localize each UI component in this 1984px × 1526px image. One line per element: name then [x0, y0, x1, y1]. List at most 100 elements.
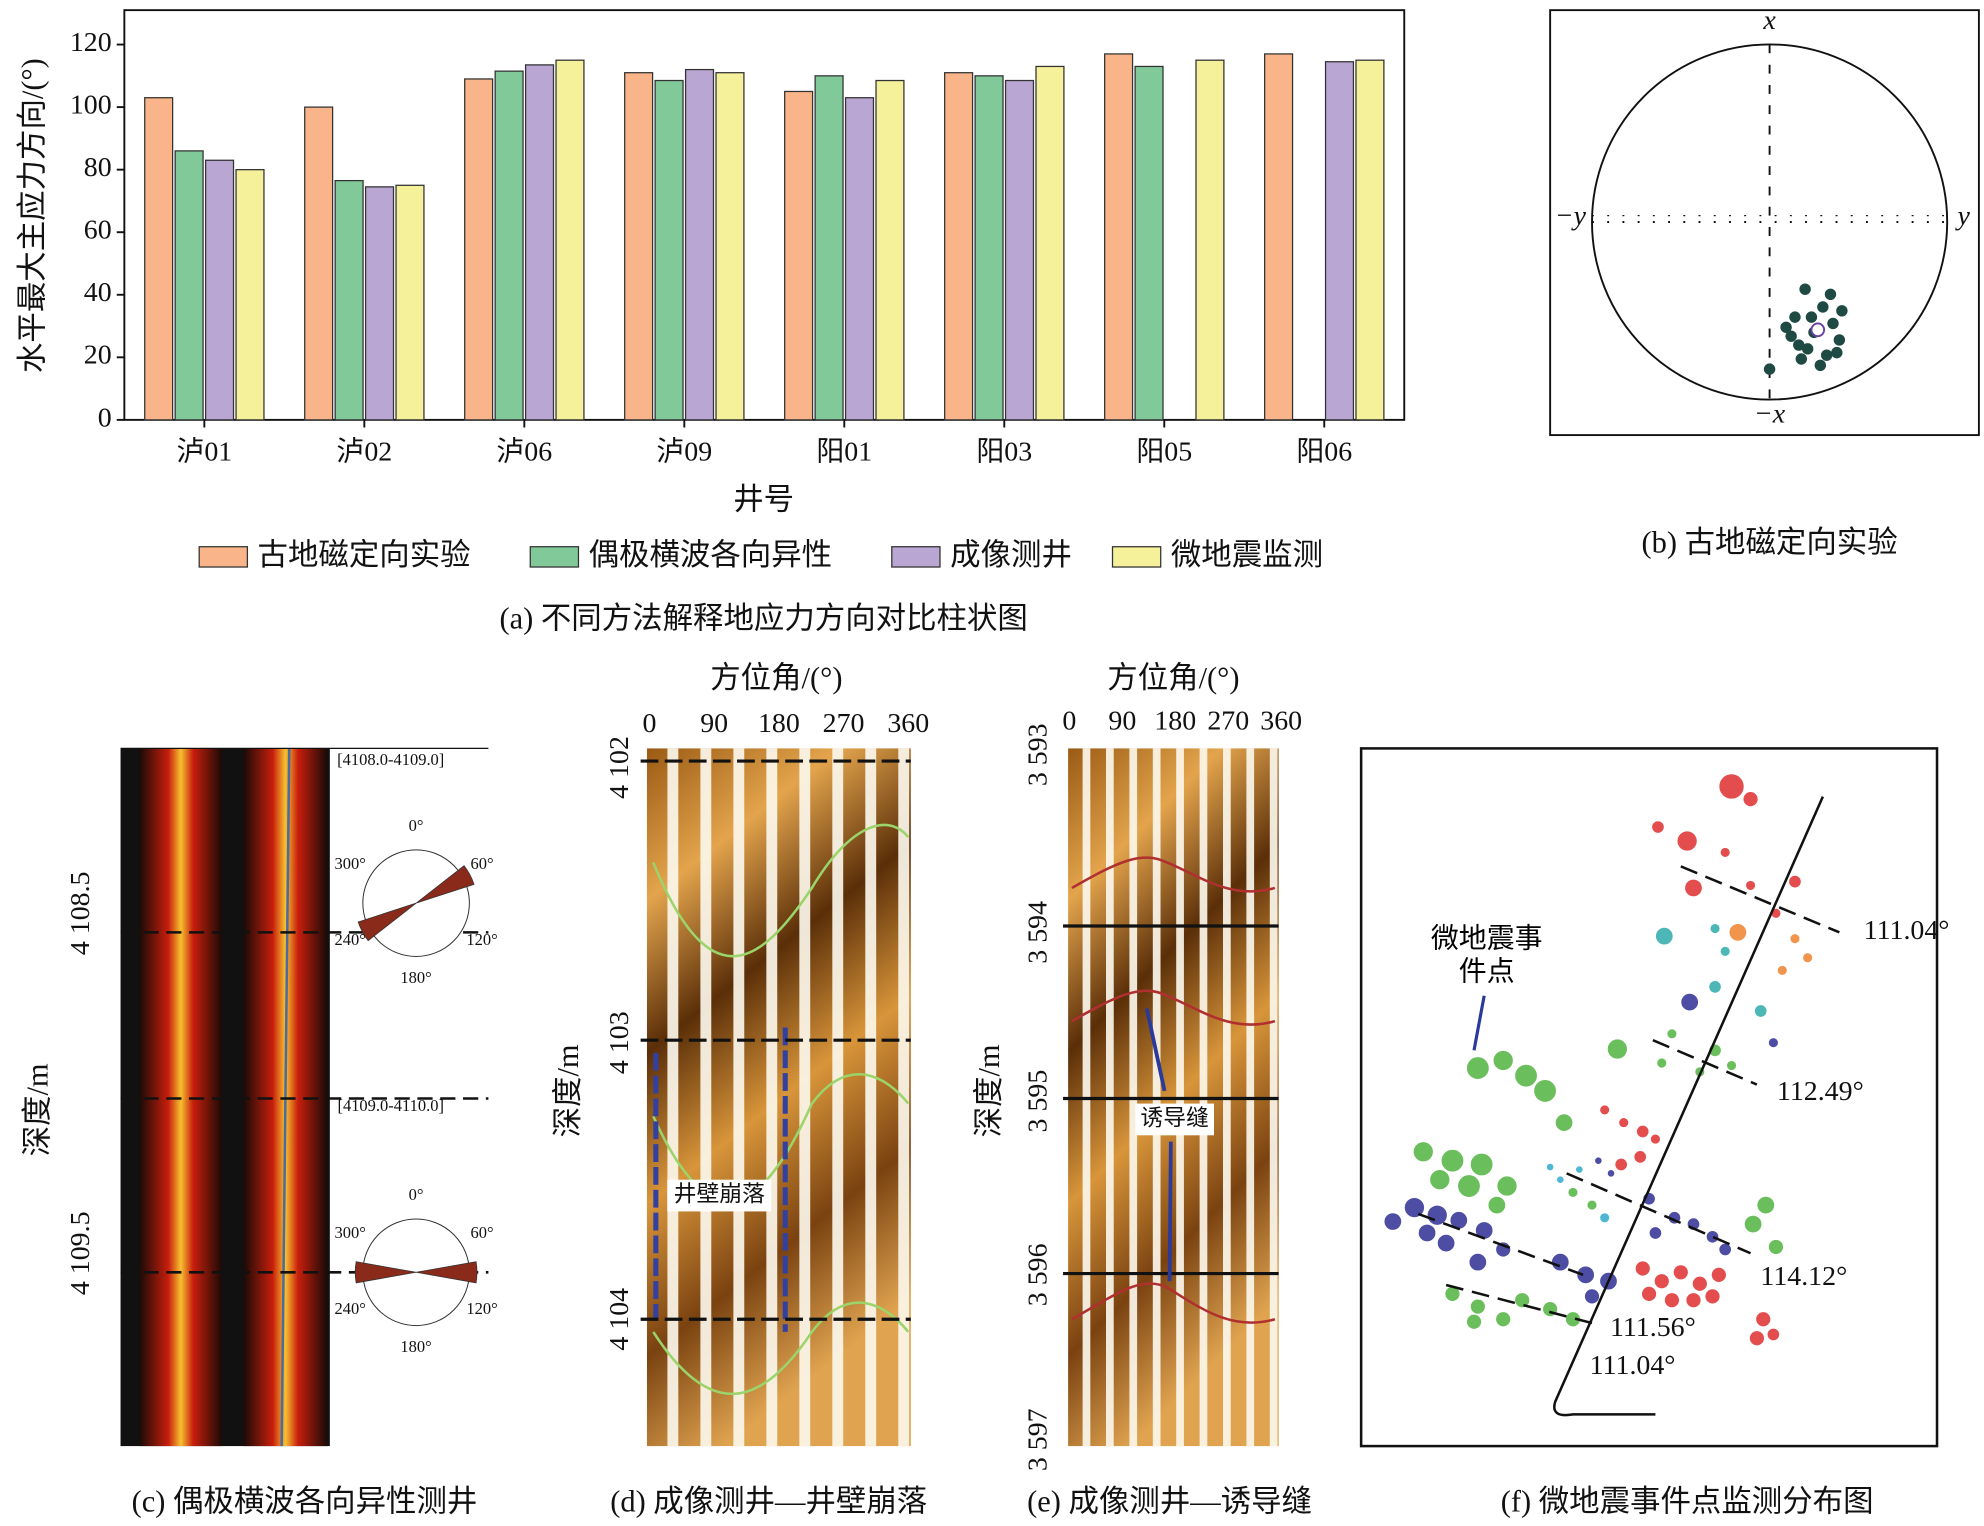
bar — [1134, 65, 1164, 421]
rose-label: 180° — [400, 968, 431, 987]
bar — [624, 72, 654, 421]
pad-gap — [832, 748, 844, 1447]
event-point — [1743, 1214, 1763, 1234]
caption: (e) 成像测井—诱导缝 — [1027, 1484, 1312, 1518]
axis-label: y — [1954, 201, 1970, 232]
y-tick-label: 120 — [70, 27, 112, 58]
plot-frame — [123, 9, 1406, 421]
x-tick-label: 泸01 — [176, 436, 232, 468]
stereonet-point — [1799, 283, 1811, 295]
bar-chart: 0 20 40 60 80 100 120 泸01 泸02 泸06 泸09 阳01 阳03 阳05 阳06 古… — [70, 27, 1385, 572]
event-point — [1633, 1150, 1648, 1164]
event-point — [1748, 1330, 1766, 1347]
angle-label: 111.04° — [1590, 1350, 1676, 1381]
stereonet-point — [1785, 330, 1797, 342]
depth-lines — [640, 759, 911, 1321]
event-point — [1719, 846, 1731, 859]
rose-label: 60° — [470, 854, 493, 873]
x-tick-label: 阳06 — [1296, 437, 1352, 468]
pad-gap — [733, 748, 745, 1447]
event-point — [1514, 1292, 1531, 1309]
rose-petal — [354, 1261, 417, 1284]
bar — [494, 70, 524, 421]
stereonet-point — [1833, 334, 1846, 346]
pad-gap — [766, 748, 778, 1447]
azimuth-tick-label: 90 — [700, 708, 728, 739]
event-point — [1465, 1056, 1490, 1080]
bar — [174, 150, 204, 421]
axis-label: 深度/m — [21, 1063, 55, 1156]
caption: (a) 不同方法解释地应力方向对比柱状图 — [499, 602, 1027, 636]
axis-label: 方位角/(°) — [1107, 661, 1239, 695]
stereonet-point — [1763, 363, 1776, 375]
depth-label: 4 104 — [604, 1288, 635, 1351]
annotation-box: 微地震事件点 — [1431, 923, 1543, 988]
event-point — [1457, 1174, 1481, 1198]
event-point — [1492, 1049, 1514, 1072]
event-point — [1718, 773, 1745, 800]
bar — [1104, 53, 1134, 421]
axis-label: 深度/m — [551, 1044, 585, 1137]
y-tick-label: 60 — [84, 215, 112, 246]
stereonet-point — [1793, 339, 1805, 351]
caption: (d) 成像测井—井壁崩落 — [610, 1484, 927, 1518]
stereonet-point — [1780, 321, 1792, 333]
pad-gap — [865, 748, 877, 1447]
y-tick-label: 40 — [84, 277, 112, 308]
angle-label: 112.49° — [1777, 1076, 1864, 1107]
azimuth-tick-label: 270 — [823, 708, 865, 739]
legend-swatch — [1111, 546, 1162, 568]
event-point — [1487, 1195, 1507, 1215]
bar — [555, 59, 585, 421]
rose-label: 0° — [409, 1185, 424, 1204]
event-point — [1651, 820, 1665, 834]
stereonet-point — [1805, 311, 1818, 323]
event-point — [1550, 1252, 1570, 1272]
bar — [364, 186, 395, 421]
rose-label: 120° — [466, 930, 497, 949]
rose-diagrams: 0° 60° 120° 180° 240° 300° 0° 60° 120° 180° 240° 30… — [335, 816, 498, 1356]
event-point — [1666, 1028, 1678, 1040]
depth-label: 3 595 — [1023, 1070, 1054, 1133]
rose-petal — [357, 902, 417, 942]
event-point — [1789, 933, 1801, 945]
fracture — [1071, 856, 1276, 893]
rose-label: 300° — [335, 854, 366, 873]
rose-label: 240° — [335, 1299, 366, 1318]
bar — [235, 169, 265, 421]
interval-label: [4108.0-4109.0] — [337, 750, 444, 769]
stereonet-point — [1817, 301, 1829, 313]
azimuth-tick-label: 0 — [643, 708, 657, 739]
event-point — [1718, 1242, 1733, 1257]
legend-label: 微地震监测 — [1171, 538, 1323, 572]
event-point — [1742, 791, 1759, 808]
event-point — [1599, 1212, 1611, 1224]
rose-label: 240° — [335, 930, 366, 949]
stereonet-point — [1801, 343, 1814, 355]
event-point — [1685, 1292, 1702, 1309]
event-point — [1412, 1141, 1434, 1163]
annotation: 井壁崩落 — [674, 1181, 765, 1206]
event-point — [1680, 992, 1700, 1012]
annotation: 诱导缝 — [1140, 1105, 1208, 1130]
stereonet-point — [1824, 288, 1837, 300]
well-trajectory — [1553, 796, 1825, 1417]
bar — [1035, 65, 1065, 421]
axis-label: 方位角/(°) — [710, 661, 842, 695]
event-point — [1583, 1288, 1601, 1305]
azimuth-tick-label: 360 — [887, 708, 929, 739]
depth-label: 4 102 — [604, 736, 635, 799]
event-point — [1635, 1124, 1650, 1139]
sinusoid — [652, 1301, 910, 1396]
interval-label: [4109.0-4110.0] — [337, 1096, 444, 1115]
depth-label: 3 593 — [1023, 723, 1054, 786]
event-point — [1640, 1285, 1658, 1302]
event-point — [1567, 1186, 1579, 1198]
event-point — [1709, 922, 1721, 935]
event-point — [1545, 1162, 1555, 1172]
axis-label: −x — [1754, 398, 1786, 429]
azimuth-tick-label: 0 — [1062, 705, 1076, 736]
event-point — [1634, 1260, 1651, 1277]
event-point — [1436, 1233, 1456, 1253]
